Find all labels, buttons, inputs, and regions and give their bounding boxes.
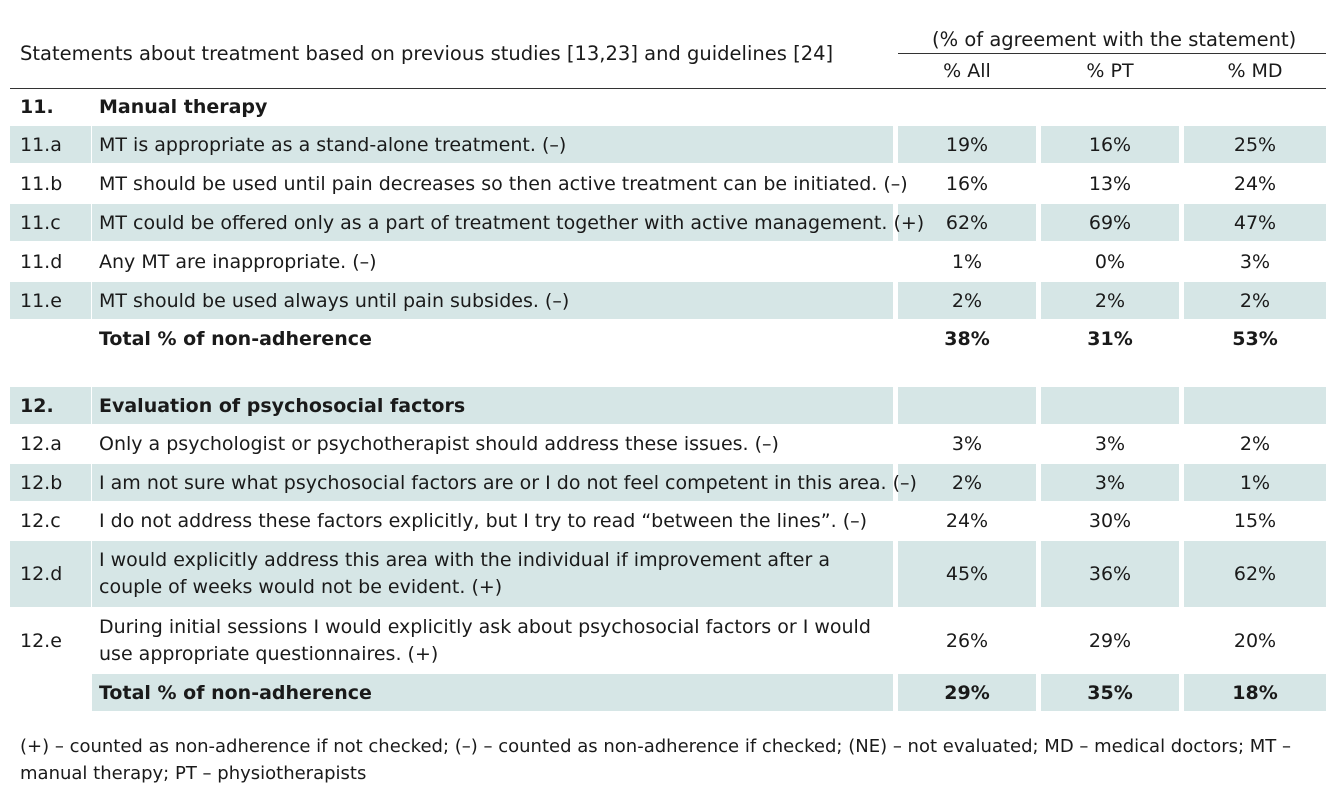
total-label: Total % of non-adherence <box>99 681 372 704</box>
value-all: 1% <box>951 250 983 273</box>
row-id: 11.e <box>20 289 62 312</box>
col-header-md: % MD <box>1227 60 1283 82</box>
total-md: 53% <box>1232 327 1278 350</box>
total-label: Total % of non-adherence <box>99 327 372 350</box>
value-all: 45% <box>945 563 989 585</box>
value-md: 3% <box>1239 250 1271 273</box>
row-id: 11.c <box>20 211 61 234</box>
section-number: 12. <box>20 394 54 417</box>
row-statement: Only a psychologist or psychotherapist s… <box>99 432 779 455</box>
row-id: 11.d <box>20 250 63 273</box>
value-md: 2% <box>1239 289 1271 312</box>
col-header-pt: % PT <box>1086 60 1134 82</box>
value-pt: 29% <box>1088 630 1132 652</box>
row-id: 12.d <box>20 563 63 585</box>
total-pt: 31% <box>1087 327 1133 350</box>
row-statement: I am not sure what psychosocial factors … <box>99 471 917 494</box>
value-all: 62% <box>945 211 989 234</box>
row-id: 12.c <box>20 509 61 532</box>
row-statement: I would explicitly address this area wit… <box>99 549 830 598</box>
value-pt: 13% <box>1088 172 1132 195</box>
row-statement: Any MT are inappropriate. (–) <box>99 250 377 273</box>
row-statement: MT could be offered only as a part of tr… <box>99 211 925 234</box>
row-statement: During initial sessions I would explicit… <box>99 616 871 665</box>
total-pt: 35% <box>1087 681 1133 704</box>
row-statement: MT is appropriate as a stand-alone treat… <box>99 133 567 156</box>
value-md: 24% <box>1233 172 1277 195</box>
value-pt: 36% <box>1088 563 1132 585</box>
row-id: 12.e <box>20 630 62 652</box>
col-header-all: % All <box>943 60 991 82</box>
section-title: Evaluation of psychosocial factors <box>99 394 466 417</box>
statements-column-header: Statements about treatment based on prev… <box>20 42 834 65</box>
value-md: 25% <box>1233 133 1277 156</box>
value-md: 15% <box>1233 509 1277 532</box>
value-all: 16% <box>945 172 989 195</box>
header-rule-bottom <box>10 88 1326 89</box>
value-md: 2% <box>1239 432 1271 455</box>
value-pt: 0% <box>1094 250 1126 273</box>
row-statement: I do not address these factors explicitl… <box>99 509 868 532</box>
row-id: 12.b <box>20 471 63 494</box>
footnote: (+) – counted as non-adherence if not ch… <box>20 736 1292 784</box>
row-id: 11.a <box>20 133 62 156</box>
value-pt: 3% <box>1094 432 1126 455</box>
total-all: 29% <box>944 681 990 704</box>
row-statement: MT should be used until pain decreases s… <box>99 172 908 195</box>
value-pt: 2% <box>1094 289 1126 312</box>
value-all: 26% <box>945 630 989 652</box>
value-all: 3% <box>951 432 983 455</box>
value-all: 19% <box>945 133 989 156</box>
percent-agreement-header: (% of agreement with the statement) <box>932 28 1297 51</box>
value-all: 24% <box>945 509 989 532</box>
total-all: 38% <box>944 327 990 350</box>
value-pt: 3% <box>1094 471 1126 494</box>
section-title: Manual therapy <box>99 96 268 118</box>
row-id: 11.b <box>20 172 63 195</box>
value-all: 2% <box>951 471 983 494</box>
value-all: 2% <box>951 289 983 312</box>
value-md: 47% <box>1233 211 1277 234</box>
header-rule-top <box>898 53 1326 54</box>
value-md: 62% <box>1233 563 1277 585</box>
section-number: 11. <box>20 96 54 118</box>
value-md: 1% <box>1239 471 1271 494</box>
value-pt: 16% <box>1088 133 1132 156</box>
value-md: 20% <box>1233 630 1277 652</box>
value-pt: 30% <box>1088 509 1132 532</box>
value-pt: 69% <box>1088 211 1132 234</box>
row-id: 12.a <box>20 432 62 455</box>
row-statement: MT should be used always until pain subs… <box>99 289 570 312</box>
total-md: 18% <box>1232 681 1278 704</box>
